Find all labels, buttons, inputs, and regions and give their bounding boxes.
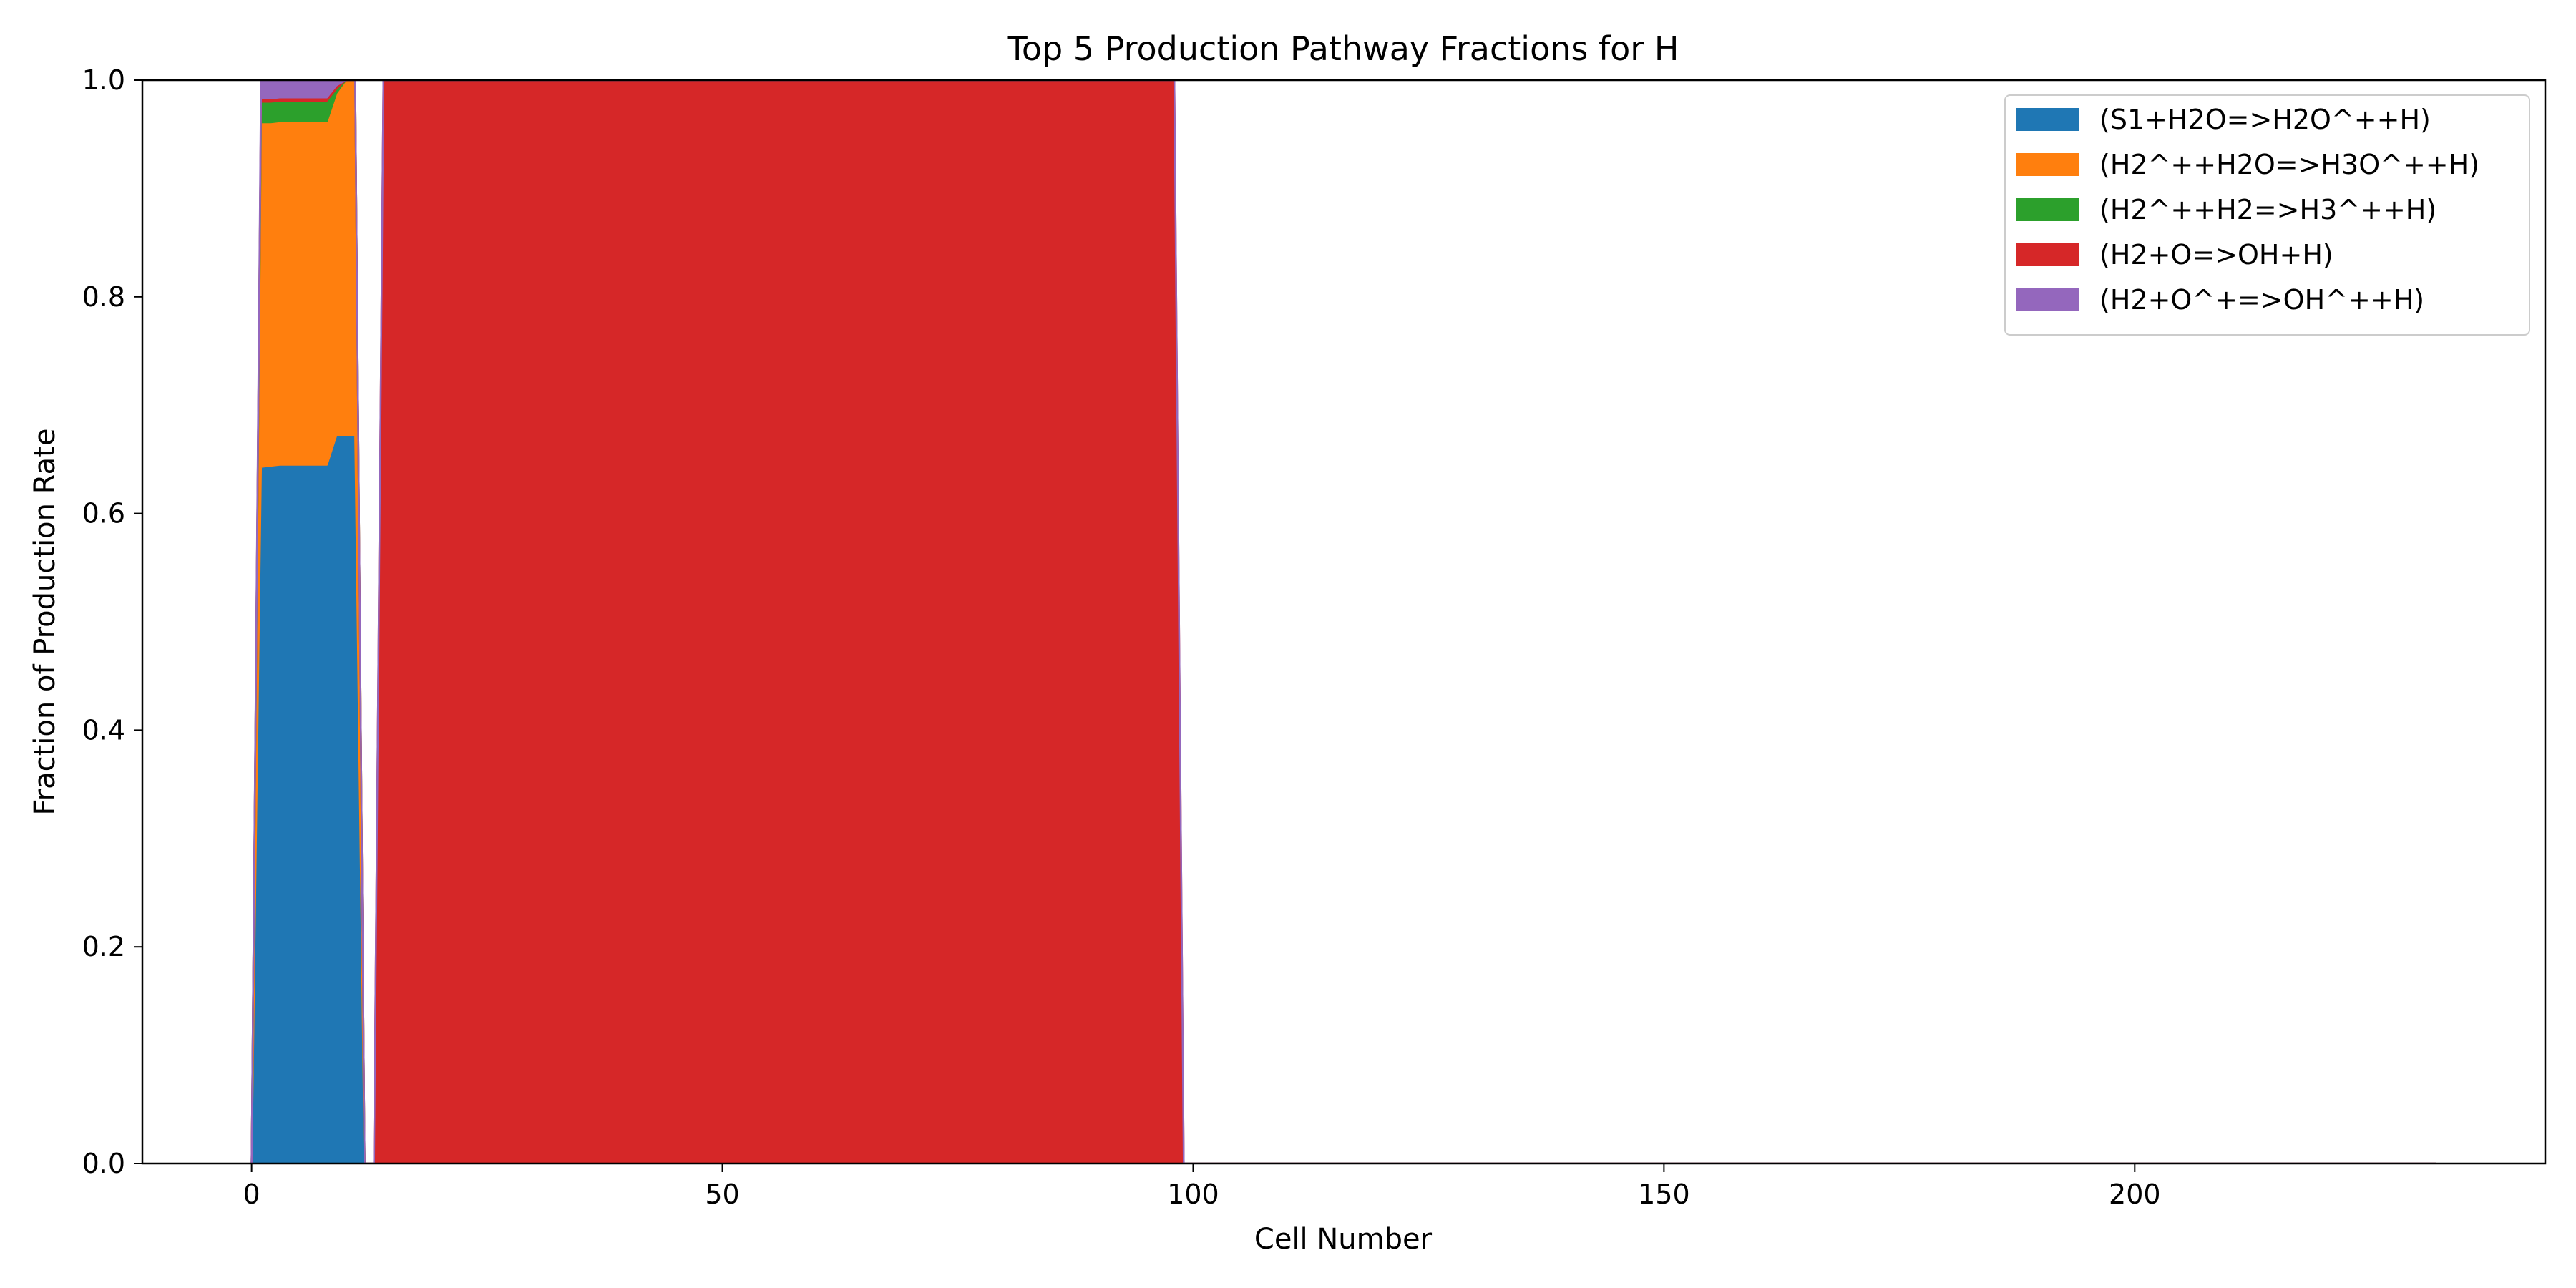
- x-tick-label: 0: [243, 1179, 260, 1210]
- legend-label-h2-h2o-h3o-h: (H2^++H2O=>H3O^++H): [2099, 149, 2479, 180]
- y-tick-label: 0.8: [82, 281, 125, 313]
- legend-label-h2-o-oh-h: (H2+O=>OH+H): [2099, 239, 2333, 270]
- y-tick-label: 0.2: [82, 931, 125, 962]
- legend-label-h2-o-oh-h: (H2+O^+=>OH^++H): [2099, 284, 2424, 316]
- x-tick-label: 50: [705, 1179, 739, 1210]
- plot-frame: [141, 79, 2547, 1165]
- y-tick-label: 0.4: [82, 714, 125, 746]
- legend-label-h2-h2-h3-h: (H2^++H2=>H3^++H): [2099, 194, 2436, 225]
- legend-swatch-s1-h2o-h2o-h: [2016, 108, 2079, 131]
- area-h2-o-oh-h: [250, 80, 2437, 1163]
- legend-label-s1-h2o-h2o-h: (S1+H2O=>H2O^++H): [2099, 104, 2431, 135]
- legend-swatch-h2-h2o-h3o-h: [2016, 153, 2079, 176]
- chart-title: Top 5 Production Pathway Fractions for H: [1007, 29, 1679, 68]
- x-tick-label: 100: [1167, 1179, 1219, 1210]
- y-tick-label: 0.6: [82, 498, 125, 530]
- x-tick-label: 150: [1638, 1179, 1690, 1210]
- legend-box: [2004, 94, 2530, 336]
- x-tick-label: 200: [2109, 1179, 2161, 1210]
- legend-swatch-h2-o-oh-h: [2016, 243, 2079, 266]
- legend-swatch-h2-o-oh-h: [2016, 288, 2079, 311]
- y-tick-label: 1.0: [82, 64, 125, 96]
- y-tick-label: 0.0: [82, 1148, 125, 1179]
- area-layers: [250, 80, 2437, 1163]
- x-axis-label: Cell Number: [1254, 1223, 1433, 1256]
- x-axis: 0 50 100 150 200: [243, 1163, 2161, 1210]
- legend-swatch-h2-h2-h3-h: [2016, 198, 2079, 221]
- y-axis: 0.0 0.2 0.4 0.6 0.8 1.0: [82, 64, 142, 1179]
- y-axis-label: Fraction of Production Rate: [29, 429, 62, 816]
- legend: (S1+H2O=>H2O^++H) (H2^++H2O=>H3O^++H) (H2^…: [2004, 94, 2530, 336]
